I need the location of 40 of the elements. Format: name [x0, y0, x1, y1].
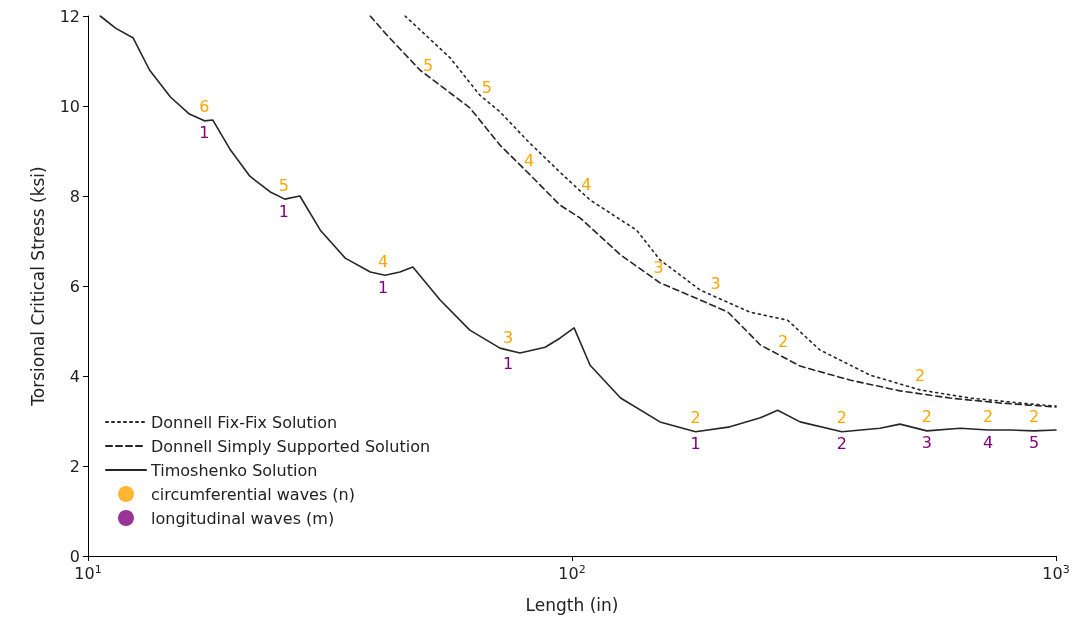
y-tick-label: 2: [69, 456, 80, 476]
y-axis-title: Torsional Critical Stress (ksi): [27, 166, 48, 407]
annotation: 2: [836, 408, 847, 428]
annotation: 5: [278, 175, 290, 195]
annotation: 3: [710, 273, 721, 293]
legend-label: longitudinal waves (m): [151, 508, 335, 528]
annotation: 4: [523, 151, 535, 171]
annotation: 2: [915, 366, 926, 386]
y-tick-label: 4: [69, 366, 80, 386]
y-tick-label: 8: [69, 186, 80, 206]
annotation: 5: [1028, 433, 1040, 453]
annotation: 5: [422, 55, 434, 75]
annotation: 2: [690, 408, 701, 428]
annotation: 1: [503, 353, 514, 373]
legend-label: Timoshenko Solution: [150, 460, 318, 480]
annotation: 5: [481, 78, 492, 97]
annotation: 1: [377, 277, 389, 297]
annotation: 1: [690, 434, 701, 454]
annotation: 3: [921, 433, 932, 453]
legend-label: Donnell Fix-Fix Solution: [151, 412, 338, 432]
x-axis-title: Length (in): [525, 594, 619, 615]
annotation: 2: [1028, 407, 1040, 427]
y-tick-label: 12: [59, 6, 80, 26]
annotation: 2: [836, 434, 847, 454]
annotation: 4: [377, 251, 389, 271]
legend-label: Donnell Simply Supported Solution: [151, 436, 431, 456]
annotation: 2: [921, 407, 932, 427]
annotation: 4: [581, 174, 592, 194]
annotation: 3: [503, 327, 514, 347]
annotation: 1: [278, 201, 290, 221]
y-tick-label: 10: [59, 96, 80, 116]
legend-label: circumferential waves (n): [151, 484, 355, 504]
annotation: 1: [199, 123, 210, 143]
annotation: 2: [778, 332, 789, 352]
annotation: 2: [983, 406, 994, 426]
annotation: 4: [983, 432, 994, 452]
annotation: 6: [199, 97, 210, 117]
y-tick-label: 0: [69, 546, 80, 566]
annotation: 3: [653, 258, 664, 278]
y-tick-label: 6: [69, 276, 80, 296]
